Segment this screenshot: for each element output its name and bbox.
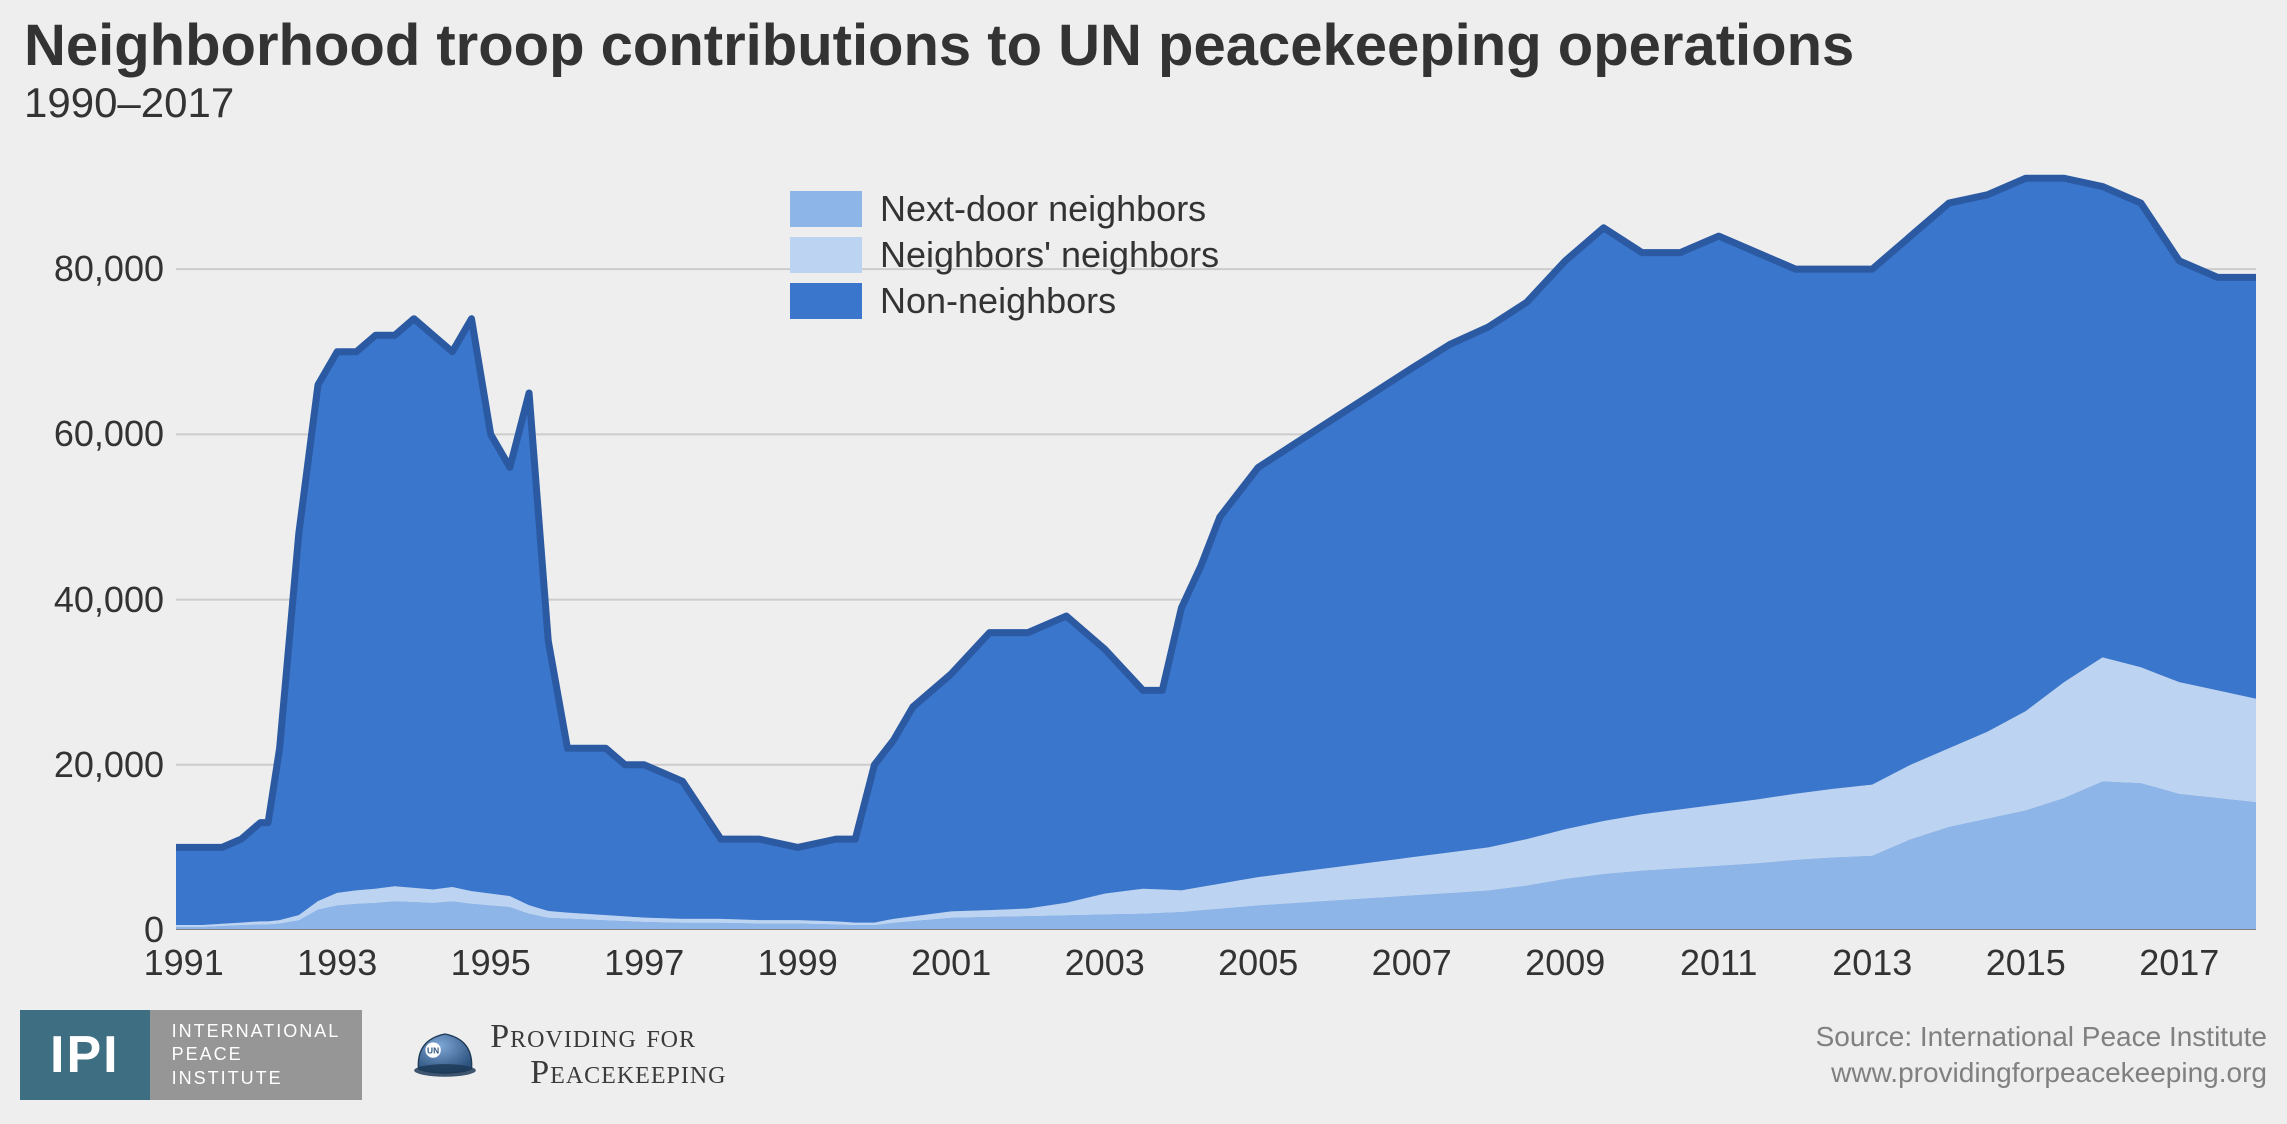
- x-tick-label: 1997: [604, 942, 684, 984]
- x-tick-label: 2001: [911, 942, 991, 984]
- chart-title: Neighborhood troop contributions to UN p…: [24, 16, 1854, 77]
- x-tick-label: 2009: [1525, 942, 1605, 984]
- y-axis-labels: 020,00040,00060,00080,000: [24, 170, 170, 930]
- pfpk-logo-text: Providing for Peacekeeping: [490, 1019, 726, 1090]
- x-tick-label: 2003: [1065, 942, 1145, 984]
- legend-label: Non-neighbors: [880, 280, 1116, 322]
- x-axis-labels: 1991199319951997199920012003200520072009…: [176, 942, 2256, 992]
- x-tick-label: 1991: [144, 942, 224, 984]
- pfpk-logo: UN Providing for Peacekeeping: [410, 1010, 726, 1100]
- pfpk-line: Providing for: [490, 1019, 726, 1055]
- x-tick-label: 1999: [758, 942, 838, 984]
- x-tick-label: 1993: [297, 942, 377, 984]
- legend-swatch: [790, 191, 862, 227]
- x-tick-label: 2015: [1986, 942, 2066, 984]
- ipi-logo: IPI INTERNATIONAL PEACE INSTITUTE: [20, 1010, 362, 1100]
- legend-item: Next-door neighbors: [790, 186, 1219, 232]
- chart-container: Neighborhood troop contributions to UN p…: [0, 0, 2287, 1124]
- source-line: Source: International Peace Institute: [1816, 1019, 2267, 1055]
- chart-subtitle: 1990–2017: [24, 79, 1854, 127]
- x-tick-label: 2013: [1832, 942, 1912, 984]
- pfpk-line: Peacekeeping: [490, 1055, 726, 1091]
- legend-label: Neighbors' neighbors: [880, 234, 1219, 276]
- chart-legend: Next-door neighborsNeighbors' neighborsN…: [790, 186, 1219, 324]
- legend-swatch: [790, 283, 862, 319]
- y-tick-label: 40,000: [54, 579, 164, 621]
- source-line: www.providingforpeacekeeping.org: [1816, 1055, 2267, 1091]
- y-tick-label: 20,000: [54, 744, 164, 786]
- ipi-text-line: INTERNATIONAL: [172, 1020, 341, 1043]
- y-tick-label: 80,000: [54, 248, 164, 290]
- legend-swatch: [790, 237, 862, 273]
- x-tick-label: 2017: [2139, 942, 2219, 984]
- svg-text:UN: UN: [427, 1046, 439, 1056]
- ipi-logo-mark: IPI: [20, 1010, 150, 1100]
- legend-label: Next-door neighbors: [880, 188, 1206, 230]
- legend-item: Non-neighbors: [790, 278, 1219, 324]
- ipi-text-line: INSTITUTE: [172, 1067, 341, 1090]
- x-tick-label: 1995: [451, 942, 531, 984]
- helmet-icon: UN: [410, 1020, 480, 1090]
- y-tick-label: 60,000: [54, 413, 164, 455]
- title-block: Neighborhood troop contributions to UN p…: [24, 16, 1854, 127]
- x-tick-label: 2007: [1372, 942, 1452, 984]
- x-tick-label: 2011: [1680, 942, 1757, 984]
- footer: IPI INTERNATIONAL PEACE INSTITUTE UN: [20, 1000, 2267, 1110]
- ipi-text-line: PEACE: [172, 1043, 341, 1066]
- x-tick-label: 2005: [1218, 942, 1298, 984]
- source-credit: Source: International Peace Institute ww…: [1816, 1019, 2267, 1092]
- legend-item: Neighbors' neighbors: [790, 232, 1219, 278]
- ipi-logo-text: INTERNATIONAL PEACE INSTITUTE: [150, 1010, 363, 1100]
